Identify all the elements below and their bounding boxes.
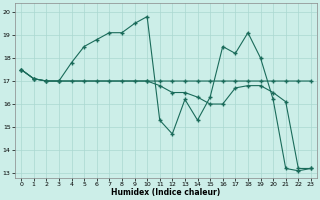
X-axis label: Humidex (Indice chaleur): Humidex (Indice chaleur) (111, 188, 221, 197)
